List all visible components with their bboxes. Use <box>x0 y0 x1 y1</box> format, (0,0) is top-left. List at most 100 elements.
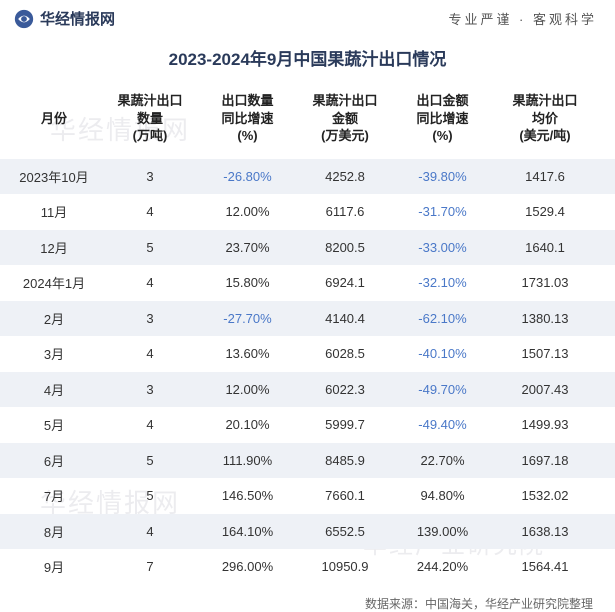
cell-qty-yoy: 164.10% <box>200 524 295 539</box>
table-row: 11月412.00%6117.6-31.70%1529.4 <box>0 194 615 230</box>
slogan: 专业严谨 · 客观科学 <box>448 9 597 28</box>
table-row: 3月413.60%6028.5-40.10%1507.13 <box>0 336 615 372</box>
cell-qty: 4 <box>100 204 200 219</box>
cell-month: 8月 <box>8 522 100 541</box>
cell-month: 3月 <box>8 344 100 363</box>
cell-qty: 5 <box>100 453 200 468</box>
cell-amt-yoy: -31.70% <box>395 204 490 219</box>
cell-qty-yoy: 23.70% <box>200 240 295 255</box>
cell-month: 5月 <box>8 415 100 434</box>
brand-text: 华经情报网 <box>40 8 115 29</box>
cell-qty: 4 <box>100 275 200 290</box>
data-table: 月份 果蔬汁出口 数量 (万吨) 出口数量 同比增速 (%) 果蔬汁出口 金额 … <box>0 84 615 585</box>
cell-qty-yoy: -27.70% <box>200 311 295 326</box>
col-qty: 果蔬汁出口 数量 (万吨) <box>100 92 200 145</box>
cell-price: 1731.03 <box>490 275 600 290</box>
cell-amt: 10950.9 <box>295 559 395 574</box>
cell-amt: 8200.5 <box>295 240 395 255</box>
cell-amt-yoy: 94.80% <box>395 488 490 503</box>
cell-qty-yoy: 13.60% <box>200 346 295 361</box>
cell-amt: 6924.1 <box>295 275 395 290</box>
cell-amt: 8485.9 <box>295 453 395 468</box>
cell-qty: 4 <box>100 417 200 432</box>
table-row: 12月523.70%8200.5-33.00%1640.1 <box>0 230 615 266</box>
table-header: 月份 果蔬汁出口 数量 (万吨) 出口数量 同比增速 (%) 果蔬汁出口 金额 … <box>0 84 615 159</box>
cell-price: 1640.1 <box>490 240 600 255</box>
header: 华经情报网 专业严谨 · 客观科学 <box>0 0 615 35</box>
cell-qty: 3 <box>100 382 200 397</box>
table-row: 2023年10月3-26.80%4252.8-39.80%1417.6 <box>0 159 615 195</box>
cell-amt: 5999.7 <box>295 417 395 432</box>
cell-price: 1564.41 <box>490 559 600 574</box>
table-row: 6月5111.90%8485.922.70%1697.18 <box>0 443 615 479</box>
cell-qty-yoy: 146.50% <box>200 488 295 503</box>
data-source: 数据来源：中国海关，华经产业研究院整理 <box>0 585 615 612</box>
cell-price: 1499.93 <box>490 417 600 432</box>
table-row: 9月7296.00%10950.9244.20%1564.41 <box>0 549 615 585</box>
cell-price: 1417.6 <box>490 169 600 184</box>
cell-amt-yoy: -62.10% <box>395 311 490 326</box>
page-title: 2023-2024年9月中国果蔬汁出口情况 <box>0 35 615 84</box>
cell-price: 2007.43 <box>490 382 600 397</box>
table-row: 4月312.00%6022.3-49.70%2007.43 <box>0 372 615 408</box>
cell-qty: 5 <box>100 240 200 255</box>
cell-price: 1529.4 <box>490 204 600 219</box>
cell-qty-yoy: 20.10% <box>200 417 295 432</box>
cell-amt: 7660.1 <box>295 488 395 503</box>
brand: 华经情报网 <box>14 8 115 29</box>
cell-price: 1697.18 <box>490 453 600 468</box>
cell-qty-yoy: 15.80% <box>200 275 295 290</box>
brand-icon <box>14 9 34 29</box>
cell-month: 9月 <box>8 557 100 576</box>
table-row: 5月420.10%5999.7-49.40%1499.93 <box>0 407 615 443</box>
cell-amt-yoy: -33.00% <box>395 240 490 255</box>
cell-amt-yoy: -49.70% <box>395 382 490 397</box>
cell-qty: 4 <box>100 524 200 539</box>
cell-qty-yoy: -26.80% <box>200 169 295 184</box>
cell-amt: 6028.5 <box>295 346 395 361</box>
cell-amt: 4252.8 <box>295 169 395 184</box>
cell-price: 1638.13 <box>490 524 600 539</box>
table-row: 7月5146.50%7660.194.80%1532.02 <box>0 478 615 514</box>
cell-month: 2023年10月 <box>8 167 100 186</box>
cell-price: 1380.13 <box>490 311 600 326</box>
cell-qty: 7 <box>100 559 200 574</box>
cell-month: 12月 <box>8 238 100 257</box>
cell-price: 1507.13 <box>490 346 600 361</box>
cell-qty: 5 <box>100 488 200 503</box>
cell-amt-yoy: 139.00% <box>395 524 490 539</box>
cell-qty: 4 <box>100 346 200 361</box>
col-qty-yoy: 出口数量 同比增速 (%) <box>200 92 295 145</box>
cell-month: 4月 <box>8 380 100 399</box>
cell-amt-yoy: -39.80% <box>395 169 490 184</box>
col-amt-yoy: 出口金额 同比增速 (%) <box>395 92 490 145</box>
cell-amt-yoy: -49.40% <box>395 417 490 432</box>
cell-qty: 3 <box>100 311 200 326</box>
cell-month: 2月 <box>8 309 100 328</box>
cell-qty: 3 <box>100 169 200 184</box>
cell-month: 6月 <box>8 451 100 470</box>
cell-amt-yoy: -40.10% <box>395 346 490 361</box>
cell-qty-yoy: 111.90% <box>200 453 295 468</box>
col-amt: 果蔬汁出口 金额 (万美元) <box>295 92 395 145</box>
cell-month: 11月 <box>8 202 100 221</box>
cell-amt: 4140.4 <box>295 311 395 326</box>
table-row: 2024年1月415.80%6924.1-32.10%1731.03 <box>0 265 615 301</box>
cell-amt: 6117.6 <box>295 204 395 219</box>
cell-price: 1532.02 <box>490 488 600 503</box>
col-price: 果蔬汁出口 均价 (美元/吨) <box>490 92 600 145</box>
cell-qty-yoy: 12.00% <box>200 382 295 397</box>
cell-amt-yoy: 22.70% <box>395 453 490 468</box>
cell-amt-yoy: -32.10% <box>395 275 490 290</box>
col-month: 月份 <box>8 92 100 145</box>
table-row: 2月3-27.70%4140.4-62.10%1380.13 <box>0 301 615 337</box>
cell-qty-yoy: 296.00% <box>200 559 295 574</box>
cell-amt: 6022.3 <box>295 382 395 397</box>
cell-amt: 6552.5 <box>295 524 395 539</box>
cell-month: 7月 <box>8 486 100 505</box>
table-row: 8月4164.10%6552.5139.00%1638.13 <box>0 514 615 550</box>
table-body: 2023年10月3-26.80%4252.8-39.80%1417.611月41… <box>0 159 615 585</box>
cell-amt-yoy: 244.20% <box>395 559 490 574</box>
cell-qty-yoy: 12.00% <box>200 204 295 219</box>
cell-month: 2024年1月 <box>8 273 100 292</box>
